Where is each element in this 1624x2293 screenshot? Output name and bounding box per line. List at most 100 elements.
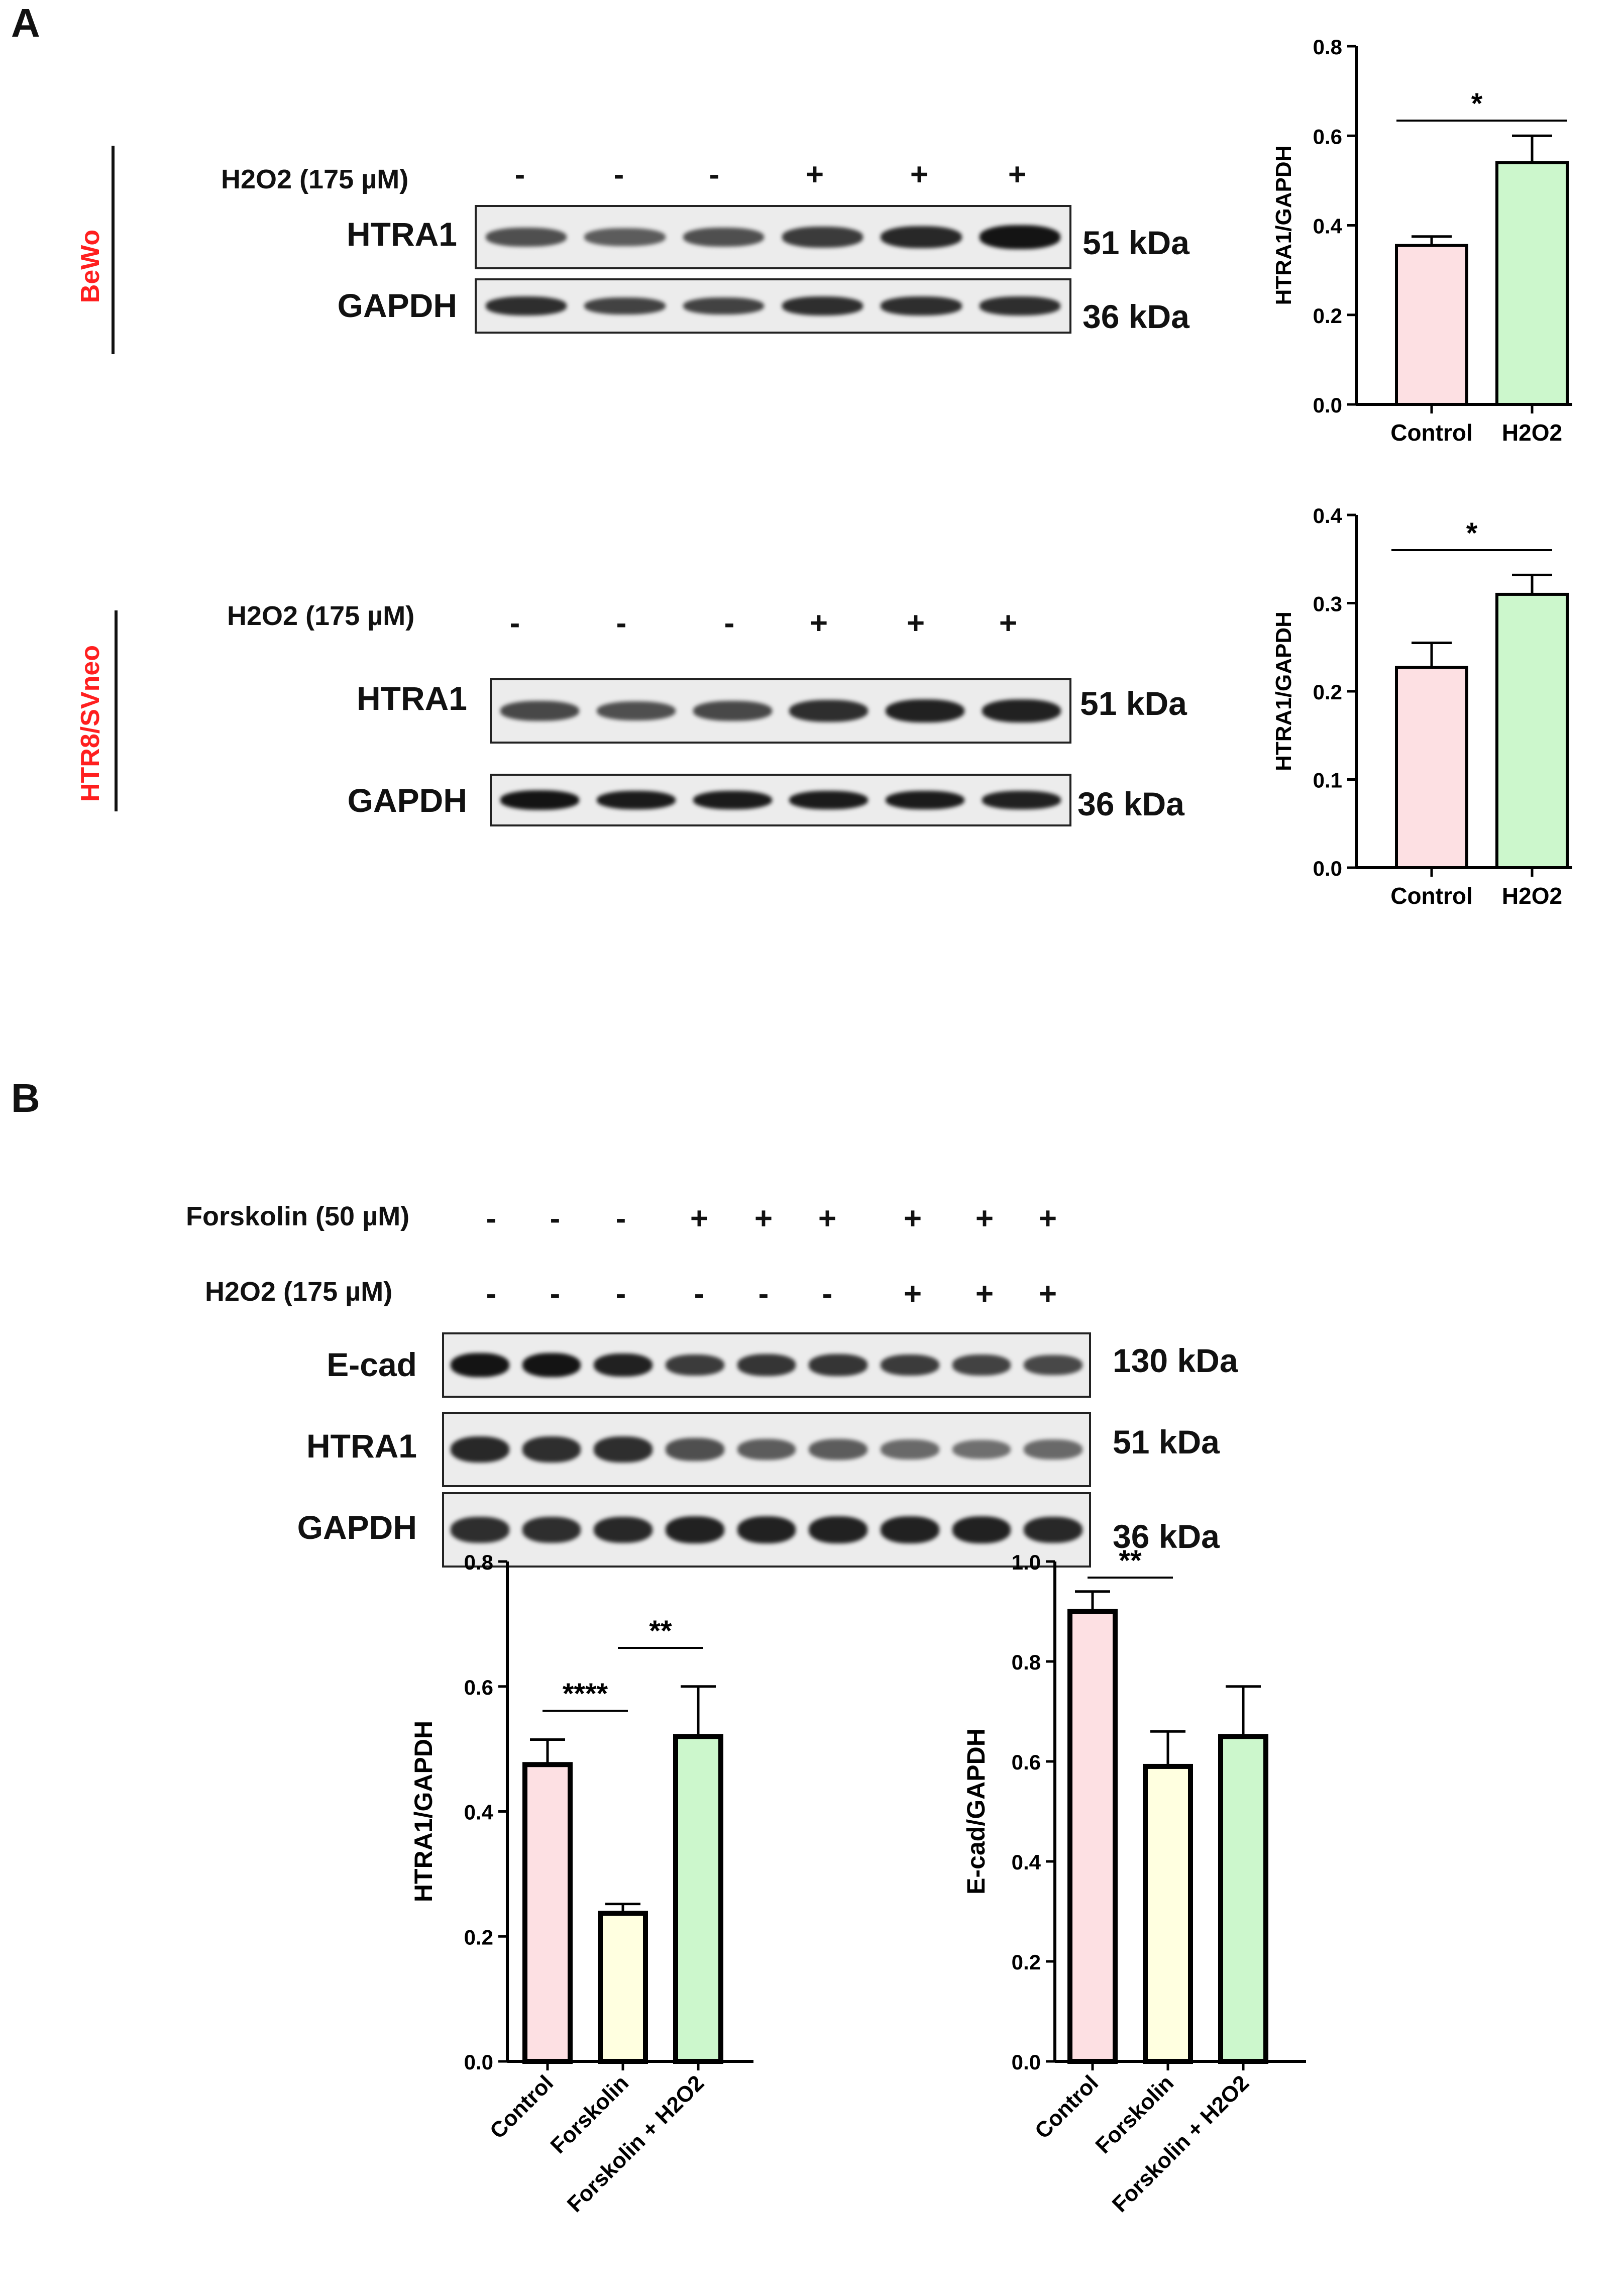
blot-band — [952, 1354, 1011, 1376]
y-tick-label: 0.8 — [464, 1550, 493, 1574]
kda-label-htra1: 51 kDa — [1080, 685, 1187, 722]
treatment-sign: - — [613, 157, 624, 192]
treatment-label-h2o2: H2O2 (175 µM) — [205, 1277, 393, 1307]
treatment-sign: + — [910, 157, 929, 192]
blot-band — [665, 1438, 724, 1461]
y-tick-label: 0.6 — [1012, 1750, 1041, 1774]
treatment-sign: - — [616, 606, 627, 641]
blot-band — [665, 1516, 724, 1544]
bar — [1067, 1609, 1118, 2064]
y-tick-label: 0.8 — [1012, 1650, 1041, 1674]
blot-band — [1024, 1516, 1083, 1543]
band-label-htra1: HTRA1 — [306, 1427, 417, 1465]
y-tick-label: 0.6 — [464, 1676, 493, 1699]
treatment-sign: - — [709, 157, 720, 192]
bar — [1495, 161, 1569, 406]
x-tick-label: H2O2 — [1502, 883, 1562, 909]
treatment-sign: + — [805, 157, 824, 192]
significance-stars: **** — [563, 1678, 608, 1710]
bar-chart-ecad-forskolin: 0.0 0.2 0.4 0.6 0.8 1.0 E-cad/GAPDH ControlFors… — [962, 1547, 1306, 2217]
treatment-sign: - — [486, 1201, 497, 1236]
blot-band — [500, 790, 580, 810]
blot-band — [693, 700, 772, 721]
treatment-sign: + — [809, 606, 828, 641]
blot-band — [665, 1354, 724, 1376]
blot-band — [737, 1354, 796, 1376]
x-tick-label: Forskolin + H2O2 — [1108, 2070, 1254, 2217]
x-tick-label: Control — [1390, 883, 1473, 909]
treatment-sign: + — [903, 1201, 922, 1236]
blot-band — [952, 1439, 1011, 1460]
treatment-sign: + — [906, 606, 925, 641]
x-tick-label: Control — [1390, 420, 1473, 446]
treatment-sign: - — [509, 606, 520, 641]
bar — [1395, 666, 1468, 869]
kda-label-htra1: 51 kDa — [1082, 224, 1189, 261]
cell-line-bracket — [112, 146, 115, 354]
blot-band — [737, 1438, 796, 1461]
significance-stars: ** — [1119, 1547, 1142, 1577]
treatment-sign: + — [903, 1277, 922, 1311]
treatment-label-forskolin: Forskolin (50 µM) — [186, 1201, 410, 1231]
western-blot-htra1 — [475, 205, 1071, 269]
y-tick-label: 0.4 — [1313, 215, 1343, 238]
bar-chart-bewo-htra1: 0.0 0.2 0.4 0.6 0.8 HTRA1/GAPDH Control H2O2 * — [1271, 35, 1572, 446]
panel-letter-b: B — [11, 1076, 40, 1120]
y-tick-label: 0.8 — [1313, 35, 1342, 59]
blot-band — [596, 790, 676, 810]
blot-band — [782, 296, 863, 316]
y-tick-label: 0.2 — [464, 1925, 493, 1949]
treatment-label: H2O2 (175 µM) — [227, 601, 415, 631]
treatment-sign: + — [1008, 157, 1027, 192]
blot-band — [450, 1517, 509, 1543]
blot-band — [880, 1354, 939, 1376]
bar-chart-htra1-forskolin: 0.0 0.2 0.4 0.6 0.8 HTRA1/GAPDH ControlForskol… — [409, 1550, 753, 2217]
bar — [673, 1734, 723, 2064]
blot-band — [980, 296, 1061, 316]
panel-letter-a: A — [11, 1, 40, 45]
bar — [1218, 1734, 1268, 2064]
blot-band — [880, 1516, 939, 1544]
bar — [522, 1762, 573, 2064]
y-tick-label: 0.1 — [1313, 769, 1342, 792]
blot-band — [982, 699, 1061, 723]
treatment-label: H2O2 (175 µM) — [221, 164, 409, 194]
blot-band — [522, 1436, 581, 1463]
blot-band — [880, 1439, 939, 1460]
y-axis-label: HTRA1/GAPDH — [1271, 146, 1296, 305]
y-tick-label: 0.4 — [464, 1801, 494, 1824]
y-tick-label: 0.0 — [464, 2050, 493, 2074]
x-tick-label: Control — [485, 2070, 558, 2143]
band-label-gapdh: GAPDH — [297, 1509, 417, 1546]
blot-band — [1024, 1354, 1083, 1375]
blot-band — [881, 226, 962, 249]
treatment-sign: - — [822, 1277, 833, 1311]
blot-band — [885, 790, 965, 810]
treatment-sign: - — [615, 1201, 626, 1236]
blot-band — [596, 701, 676, 721]
treatment-sign: + — [818, 1201, 837, 1236]
y-tick-label: 0.3 — [1313, 592, 1342, 616]
kda-label-ecad: 130 kDa — [1113, 1342, 1238, 1379]
band-label-htra1: HTRA1 — [356, 680, 467, 717]
cell-line-bracket — [115, 610, 118, 811]
treatment-sign: - — [724, 606, 735, 641]
bar-chart-htr8-htra1: 0.0 0.1 0.2 0.3 0.4 HTRA1/GAPDH Control H2O2 * — [1271, 504, 1572, 909]
y-tick-label: 0.2 — [1313, 304, 1342, 328]
blot-band — [485, 227, 567, 247]
blot-band — [782, 227, 863, 248]
y-tick-label: 0.2 — [1313, 680, 1342, 704]
blot-band — [683, 297, 765, 315]
bar — [598, 1911, 648, 2064]
treatment-sign: - — [694, 1277, 705, 1311]
blot-band — [1024, 1439, 1083, 1460]
blot-band — [522, 1517, 581, 1543]
blot-band — [982, 790, 1061, 810]
blot-band — [881, 296, 962, 316]
significance-stars: * — [1466, 517, 1478, 550]
treatment-sign: + — [975, 1277, 994, 1311]
bar — [1495, 592, 1569, 869]
treatment-sign: - — [486, 1277, 497, 1311]
western-blot-htra1 — [442, 1412, 1091, 1487]
treatment-sign: - — [550, 1201, 561, 1236]
